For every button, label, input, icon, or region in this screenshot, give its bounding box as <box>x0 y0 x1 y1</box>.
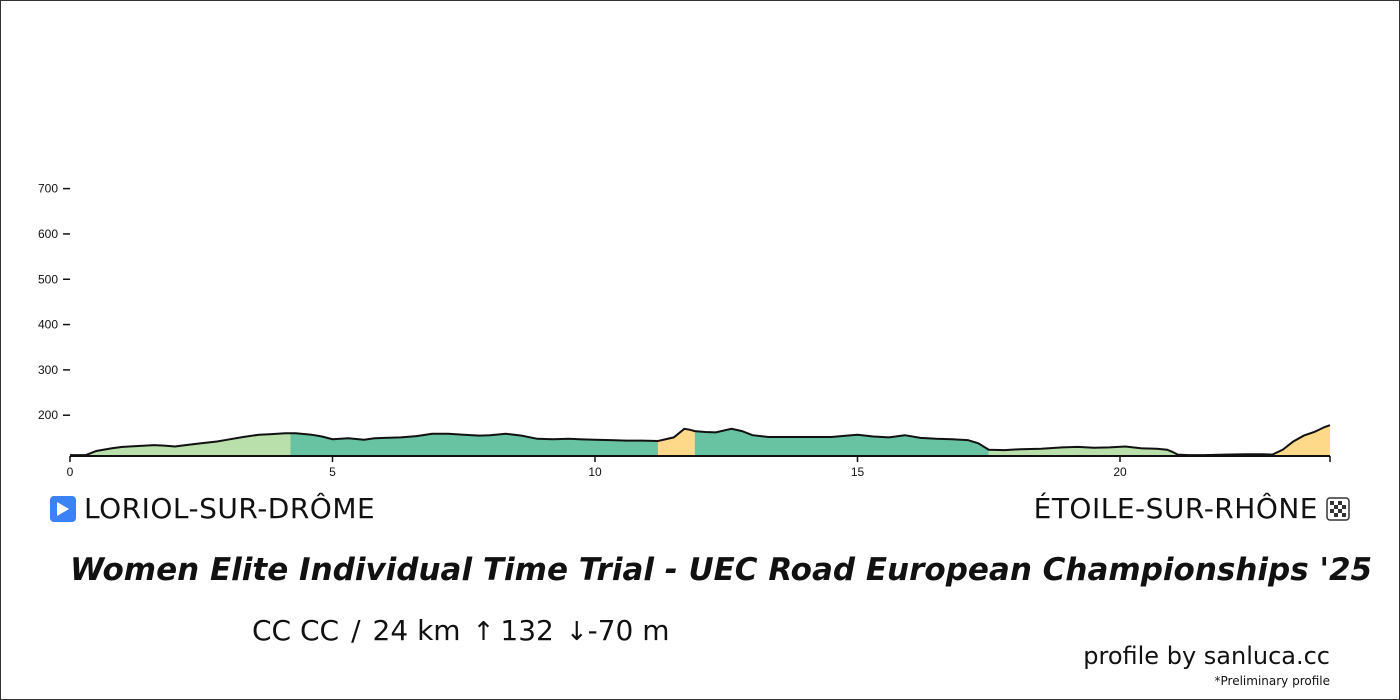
up-arrow-icon: ↑ <box>472 617 495 647</box>
profile-segment-climb <box>1261 425 1330 456</box>
down-arrow-icon: ↓ <box>565 617 588 647</box>
route-descent: -70 m <box>587 614 670 647</box>
y-tick-label: 200 <box>38 408 58 422</box>
profile-credit: profile by sanluca.cc <box>1083 642 1330 670</box>
y-tick-label: 500 <box>38 272 58 286</box>
x-tick-label: 20 <box>1113 465 1127 479</box>
route-stats: CC CC / 24 km ↑ 132 ↓ -70 m <box>252 614 670 647</box>
route-code: CC CC <box>252 614 340 647</box>
profile-segment-rolling <box>694 425 989 456</box>
finish-location-label: ÉTOILE-SUR-RHÔNE <box>1033 492 1318 525</box>
y-tick-label: 700 <box>38 182 58 196</box>
start-location: LORIOL-SUR-DRÔME <box>50 492 375 525</box>
route-ascent: 132 <box>500 614 554 647</box>
start-location-label: LORIOL-SUR-DRÔME <box>84 492 376 525</box>
elevation-profile-line <box>70 424 1331 457</box>
profile-segment-flat <box>988 425 1183 456</box>
x-tick-label: 15 <box>851 465 865 479</box>
profile-segment-flat <box>1183 425 1262 456</box>
x-tick-label: 10 <box>588 465 602 479</box>
play-icon <box>50 495 76 522</box>
x-tick-label: 5 <box>329 465 336 479</box>
y-tick-label: 300 <box>38 363 58 377</box>
y-tick-label: 600 <box>38 227 58 241</box>
finish-location: ÉTOILE-SUR-RHÔNE <box>1034 492 1350 525</box>
profile-segment-flat <box>70 425 291 456</box>
profile-segment-rolling <box>290 425 658 456</box>
y-tick-label: 400 <box>38 318 58 332</box>
stats-separator: / <box>351 614 361 647</box>
race-title: Women Elite Individual Time Trial - UEC … <box>70 552 1373 588</box>
route-distance: 24 km <box>372 614 461 647</box>
x-tick-label: 0 <box>67 465 74 479</box>
checkered-flag-icon <box>1326 496 1350 521</box>
preliminary-note: *Preliminary profile <box>1214 674 1330 688</box>
profile-segment-climb <box>658 425 695 456</box>
